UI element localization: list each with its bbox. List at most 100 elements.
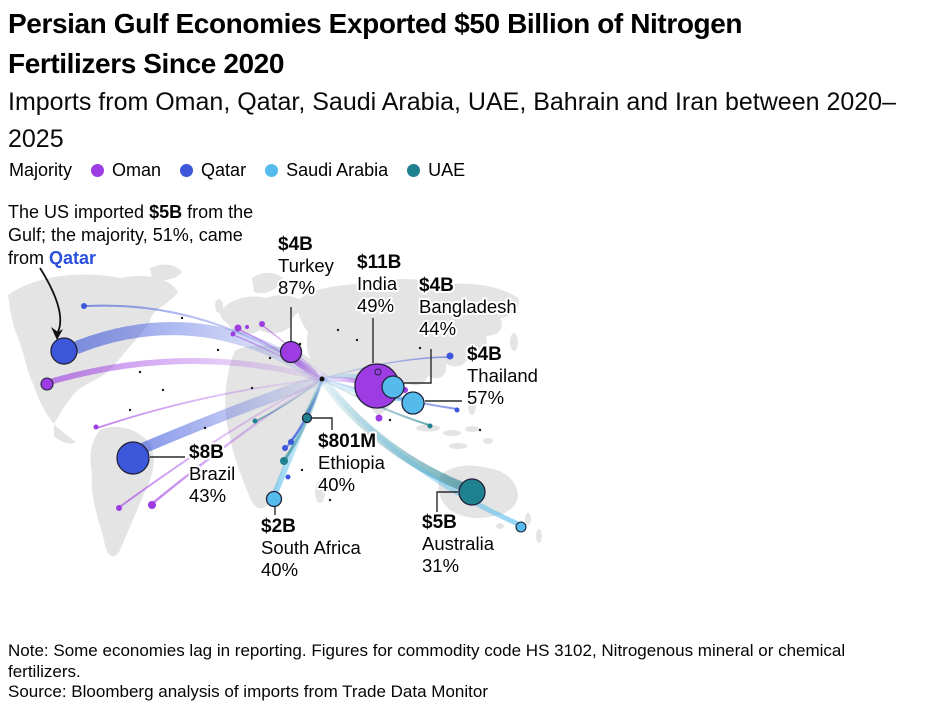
leader-line bbox=[312, 417, 333, 430]
minor-destination-dot bbox=[285, 474, 291, 480]
legend-item-saudi-arabia: Saudi Arabia bbox=[265, 160, 388, 181]
legend-dot-icon bbox=[407, 164, 421, 177]
annotation-arrow bbox=[39, 267, 62, 333]
minor-destination-dot bbox=[93, 424, 99, 430]
bubble-label-value: $8B bbox=[189, 442, 224, 463]
minor-destination-dot bbox=[116, 505, 122, 511]
bubble-label-share: 43% bbox=[189, 485, 226, 506]
minor-destination-dot bbox=[336, 328, 340, 332]
note-text: Note: Some economies lag in reporting. F… bbox=[8, 641, 846, 681]
legend-items: Oman Qatar Saudi Arabia UAE bbox=[91, 160, 465, 181]
legend-dot-icon bbox=[91, 164, 105, 177]
minor-destination-dot bbox=[216, 348, 220, 352]
minor-destination-dot bbox=[288, 439, 294, 445]
legend-dot-icon bbox=[265, 164, 279, 177]
destination-bubble-united-states[interactable] bbox=[50, 337, 78, 365]
legend-item-label: Oman bbox=[112, 160, 162, 180]
destination-bubble-turkey[interactable] bbox=[279, 340, 303, 364]
indonesia-5 bbox=[449, 443, 467, 449]
bubble-label-value: $5B bbox=[422, 512, 457, 533]
minor-destination-dot bbox=[128, 408, 132, 412]
bubble-label-country: Australia bbox=[422, 533, 495, 554]
bubble-label-value: $4B bbox=[419, 275, 454, 296]
scandinavia bbox=[252, 272, 284, 294]
minor-destination-dot bbox=[203, 426, 207, 430]
minor-destination-dot bbox=[280, 457, 288, 465]
bubble-label-value: $4B bbox=[467, 344, 502, 365]
minor-destination-dot bbox=[454, 407, 460, 413]
origin-point-gulf bbox=[319, 376, 325, 382]
bubble-label-layer: $4BTurkey87%$11BIndia49%$4BBangladesh44%… bbox=[150, 232, 540, 582]
trade-flow-oman bbox=[50, 358, 325, 384]
chart-subtitle: Imports from Oman, Qatar, Saudi Arabia, … bbox=[8, 88, 896, 153]
annotation-text-2: from the Gulf; the majority, 51%, came f… bbox=[8, 202, 254, 268]
minor-destination-dot bbox=[148, 501, 156, 509]
minor-destination-dot bbox=[446, 352, 454, 360]
europe bbox=[220, 295, 306, 335]
trade-flow-uae bbox=[255, 378, 323, 422]
legend-item-label: Saudi Arabia bbox=[286, 160, 389, 180]
source-text: Source: Bloomberg analysis of imports fr… bbox=[8, 682, 488, 701]
minor-destination-dot bbox=[427, 423, 433, 429]
minor-destination-dot bbox=[180, 316, 184, 320]
legend-item-label: Qatar bbox=[201, 160, 247, 180]
bubble-label-share: 57% bbox=[467, 387, 504, 408]
madagascar bbox=[315, 481, 325, 503]
minor-destination-dot bbox=[234, 324, 242, 332]
minor-destination-dot bbox=[300, 468, 304, 472]
bubble-label-value: $11B bbox=[357, 252, 401, 273]
minor-destination-dot bbox=[388, 418, 392, 422]
minor-destination-dot bbox=[252, 418, 258, 424]
destination-bubble-thailand[interactable] bbox=[401, 391, 425, 415]
minor-destination-dot bbox=[250, 386, 254, 390]
minor-destination-dot bbox=[418, 346, 422, 350]
minor-destination-dot bbox=[268, 356, 272, 360]
bubble-label-country: Brazil bbox=[189, 463, 235, 484]
minor-destination-dot bbox=[374, 368, 382, 376]
minor-destination-dot bbox=[161, 388, 165, 392]
destination-bubble-bangladesh[interactable] bbox=[381, 375, 405, 399]
bubble-label-share: 87% bbox=[278, 277, 315, 298]
minor-destination-dot bbox=[245, 325, 249, 329]
annotation-amount: $5B bbox=[149, 202, 183, 222]
minor-destination-dot bbox=[478, 428, 482, 432]
indonesia-1 bbox=[416, 424, 440, 432]
trade-flow-qatar bbox=[321, 356, 450, 380]
minor-destination-dot bbox=[40, 377, 54, 391]
japan bbox=[510, 333, 518, 351]
annotation-highlight-qatar: Qatar bbox=[49, 248, 97, 268]
destination-bubble-south-africa[interactable] bbox=[265, 490, 283, 508]
bubble-label-country: Bangladesh bbox=[419, 296, 517, 317]
annotation-text: The US imported bbox=[8, 202, 150, 222]
trade-flow-oman bbox=[96, 378, 323, 429]
bubble-label-share: 31% bbox=[422, 555, 459, 576]
flow-layer bbox=[40, 303, 527, 533]
bubble-label-value: $2B bbox=[261, 516, 296, 537]
legend: Majority Oman Qatar Saudi Arabia UAE bbox=[9, 160, 465, 181]
bubble-label-country: South Africa bbox=[261, 537, 361, 558]
annotation-arrowhead bbox=[51, 327, 63, 340]
tasmania bbox=[496, 523, 504, 529]
destination-bubble-brazil[interactable] bbox=[116, 441, 150, 475]
us-annotation: The US imported $5B from the Gulf; the m… bbox=[8, 201, 256, 270]
bubble-label-country: Turkey bbox=[278, 255, 335, 276]
bubble-label-value: $801M bbox=[318, 431, 376, 452]
minor-destination-dot bbox=[230, 331, 236, 337]
destination-bubble-ethiopia[interactable] bbox=[301, 412, 313, 424]
bubble-label-country: India bbox=[357, 273, 398, 294]
leader-line bbox=[404, 349, 432, 384]
minor-destination-dot bbox=[259, 321, 265, 327]
trade-flow-oman bbox=[120, 378, 323, 507]
chart-title: Persian Gulf Economies Exported $50 Bill… bbox=[8, 8, 743, 79]
minor-destination-dot bbox=[355, 338, 359, 342]
philippines bbox=[468, 397, 476, 415]
legend-label: Majority bbox=[9, 160, 73, 180]
indonesia-4 bbox=[483, 438, 493, 444]
footer: Note: Some economies lag in reporting. F… bbox=[8, 641, 866, 703]
destination-bubble-australia[interactable] bbox=[458, 478, 486, 506]
uk bbox=[215, 299, 223, 313]
bubble-label-country: Ethiopia bbox=[318, 452, 386, 473]
indonesia-2 bbox=[443, 430, 461, 436]
